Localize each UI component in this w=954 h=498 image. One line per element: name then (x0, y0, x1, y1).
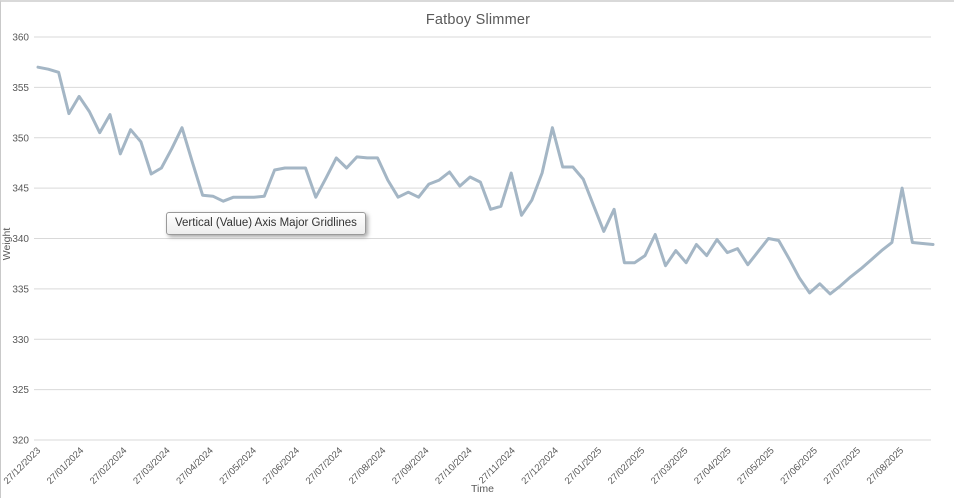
gridlines-tooltip: Vertical (Value) Axis Major Gridlines (166, 212, 366, 235)
x-tick-label: 27/10/2024 (433, 445, 474, 486)
x-tick-label: 27/09/2024 (390, 445, 431, 486)
y-tick-label: 340 (12, 234, 29, 245)
x-tick-label: 27/04/2024 (174, 445, 215, 486)
x-tick-label: 27/01/2025 (563, 445, 604, 486)
y-tick-label: 345 (12, 184, 29, 195)
x-tick-label: 27/04/2025 (692, 445, 733, 486)
x-tick-label: 27/08/2025 (865, 445, 906, 486)
x-tick-label: 27/03/2025 (649, 445, 690, 486)
y-tick-label: 325 (12, 385, 29, 396)
weight-line-series[interactable] (36, 65, 935, 296)
x-tick-label: 27/01/2024 (45, 445, 86, 486)
x-tick-label: 27/05/2025 (735, 445, 776, 486)
major-gridlines[interactable] (34, 36, 931, 441)
y-tick-label: 355 (12, 83, 29, 94)
y-tick-label: 330 (12, 335, 29, 346)
x-tick-label: 27/07/2024 (304, 445, 345, 486)
y-tick-label: 360 (12, 33, 29, 44)
x-axis-tick-labels[interactable]: 27/12/2023 27/01/2024 27/02/2024 27/03/2024… (2, 445, 906, 486)
x-tick-label: 27/05/2024 (217, 445, 258, 486)
x-tick-label: 27/02/2024 (88, 445, 129, 486)
x-tick-label: 27/02/2025 (606, 445, 647, 486)
x-tick-label: 27/06/2024 (261, 445, 302, 486)
y-tick-label: 335 (12, 284, 29, 295)
y-tick-label: 350 (12, 133, 29, 144)
x-tick-label: 27/11/2024 (477, 445, 518, 486)
x-tick-label: 27/12/2024 (520, 445, 561, 486)
y-axis-tick-labels[interactable]: 320 325 330 335 340 345 350 355 360 (12, 33, 29, 447)
x-tick-label: 27/12/2023 (2, 445, 43, 486)
x-axis-title[interactable]: Time (471, 483, 494, 495)
x-tick-label: 27/06/2025 (778, 445, 819, 486)
chart-title[interactable]: Fatboy Slimmer (425, 12, 531, 28)
x-tick-label: 27/07/2025 (822, 445, 863, 486)
y-tick-label: 320 (12, 436, 29, 447)
x-tick-label: 27/03/2024 (131, 445, 172, 486)
x-tick-label: 27/08/2024 (347, 445, 388, 486)
